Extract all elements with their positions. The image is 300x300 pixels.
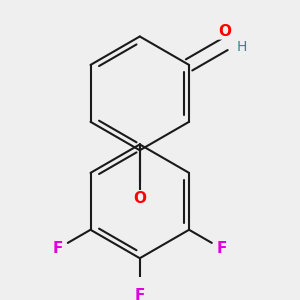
Text: F: F — [216, 241, 226, 256]
Text: O: O — [218, 24, 231, 39]
Text: O: O — [133, 191, 146, 206]
Text: H: H — [237, 40, 247, 54]
Text: F: F — [53, 241, 63, 256]
Text: F: F — [135, 288, 145, 300]
